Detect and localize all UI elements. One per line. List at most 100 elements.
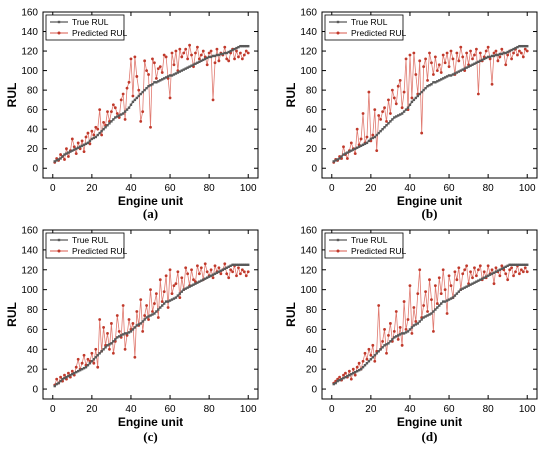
- data-point: [414, 323, 418, 326]
- data-point: [61, 155, 64, 158]
- data-point: [449, 284, 453, 288]
- data-point: [334, 159, 337, 162]
- data-point: [473, 281, 476, 284]
- data-point: [494, 270, 498, 273]
- data-point: [239, 272, 242, 276]
- data-point: [519, 51, 523, 55]
- data-point: [100, 133, 104, 137]
- data-point: [231, 270, 234, 274]
- data-point: [94, 135, 97, 139]
- data-point: [202, 278, 205, 281]
- data-point: [438, 304, 441, 307]
- data-point: [113, 106, 117, 110]
- data-point: [121, 92, 125, 96]
- data-point: [96, 354, 99, 357]
- data-point: [465, 66, 468, 69]
- data-point: [481, 58, 484, 62]
- data-point: [55, 377, 59, 381]
- data-point: [463, 67, 466, 70]
- data-point: [412, 324, 416, 327]
- data-point: [133, 355, 137, 359]
- data-point: [119, 335, 123, 339]
- data-point: [484, 275, 488, 278]
- data-point: [164, 300, 168, 303]
- data-point: [172, 297, 176, 300]
- data-point: [118, 114, 121, 117]
- data-point: [219, 52, 223, 56]
- data-point: [119, 113, 123, 116]
- data-point: [508, 263, 511, 266]
- data-point: [180, 55, 184, 59]
- data-point: [213, 61, 217, 65]
- data-point: [170, 292, 174, 296]
- data-point: [106, 344, 109, 347]
- data-point: [115, 314, 119, 317]
- data-point: [227, 265, 230, 268]
- data-point: [371, 136, 375, 140]
- data-point: [508, 49, 511, 53]
- data-point: [114, 338, 117, 341]
- data-point: [143, 59, 147, 63]
- data-point: [154, 292, 158, 296]
- data-point: [494, 49, 498, 53]
- data-point: [239, 44, 242, 48]
- data-point: [465, 264, 469, 268]
- data-point: [245, 44, 248, 48]
- data-point: [158, 65, 162, 69]
- data-point: [159, 306, 162, 309]
- data-point: [67, 374, 70, 378]
- data-point: [65, 377, 68, 381]
- data-point: [471, 282, 474, 285]
- data-point: [400, 106, 404, 110]
- y-tick-label: 60: [27, 325, 39, 336]
- data-point: [205, 56, 209, 60]
- data-point: [455, 278, 459, 282]
- data-point: [108, 122, 111, 125]
- data-point: [143, 314, 147, 317]
- data-point: [118, 335, 121, 338]
- data-point: [363, 142, 367, 146]
- data-point: [174, 282, 178, 286]
- data-point: [389, 322, 392, 325]
- data-point: [435, 69, 439, 72]
- data-point: [246, 51, 250, 55]
- data-point: [67, 155, 70, 158]
- data-point: [526, 263, 529, 266]
- data-point: [420, 90, 423, 94]
- data-point: [524, 263, 527, 266]
- data-point: [184, 287, 187, 290]
- data-point: [178, 70, 182, 73]
- data-point: [131, 94, 135, 98]
- data-point: [481, 277, 484, 280]
- data-point: [229, 268, 233, 272]
- y-tick-label: 40: [27, 125, 39, 136]
- data-point: [354, 147, 357, 150]
- data-point: [500, 47, 504, 51]
- data-point: [416, 94, 419, 98]
- x-axis-label: Engine unit: [118, 415, 183, 429]
- data-point: [233, 263, 236, 266]
- data-point: [227, 50, 230, 54]
- data-point: [342, 373, 345, 377]
- data-point: [239, 51, 242, 55]
- data-point: [418, 320, 421, 323]
- data-point: [161, 78, 164, 81]
- data-point: [240, 268, 244, 272]
- data-point: [351, 367, 355, 371]
- data-point: [209, 274, 213, 277]
- data-point: [410, 331, 414, 335]
- data-point: [443, 288, 447, 292]
- data-point: [436, 306, 439, 309]
- panel-label: (d): [422, 429, 438, 444]
- data-point: [486, 264, 490, 268]
- data-point: [137, 323, 140, 326]
- y-tick-label: 140: [300, 27, 317, 38]
- data-point: [369, 358, 373, 361]
- data-point: [73, 371, 76, 375]
- data-point: [211, 98, 215, 102]
- data-point: [207, 275, 211, 278]
- data-point: [440, 302, 443, 305]
- data-point: [404, 57, 408, 61]
- data-point: [451, 57, 455, 61]
- legend-marker: [336, 238, 340, 242]
